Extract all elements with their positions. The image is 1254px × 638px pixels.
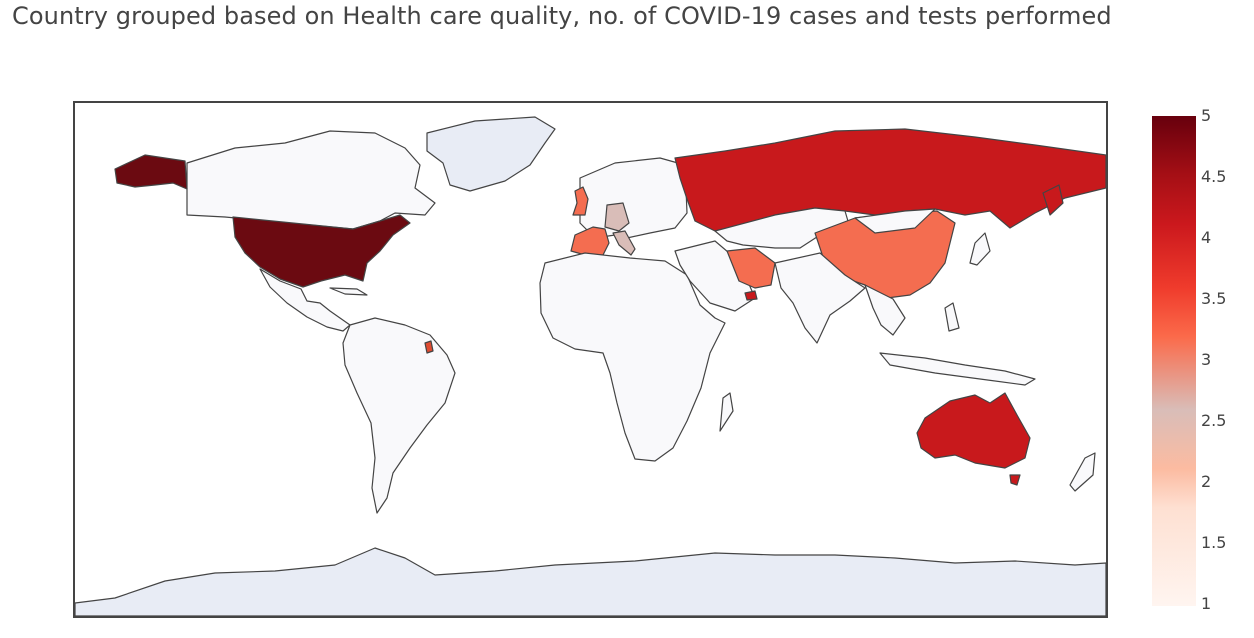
madagascar[interactable] [719, 392, 734, 432]
greenland[interactable] [426, 116, 556, 192]
southeast-asia[interactable] [864, 284, 906, 336]
africa[interactable] [539, 252, 726, 462]
antarctica[interactable] [75, 547, 1106, 616]
colorbar-tick-label: 4 [1201, 228, 1212, 247]
japan[interactable] [969, 232, 991, 266]
france[interactable] [570, 226, 610, 256]
colorbar-tick-label: 1 [1201, 594, 1212, 613]
south-america[interactable] [342, 317, 456, 514]
colorbar-tick-label: 2.5 [1201, 411, 1227, 430]
colorbar [1152, 116, 1196, 606]
world-map[interactable] [75, 103, 1106, 616]
cuba[interactable] [329, 287, 368, 296]
germany[interactable] [604, 202, 630, 232]
canada[interactable] [186, 130, 436, 230]
italy[interactable] [612, 230, 636, 256]
colorbar-tick-label: 1.5 [1201, 533, 1227, 552]
iran[interactable] [726, 247, 776, 289]
australia[interactable] [916, 392, 1031, 469]
kamchatka[interactable] [1042, 184, 1064, 216]
united-arab-emirates[interactable] [744, 290, 758, 301]
chart-title: Country grouped based on Health care qua… [12, 2, 1112, 30]
united-kingdom[interactable] [572, 186, 589, 216]
alaska[interactable] [114, 154, 188, 190]
philippines[interactable] [944, 302, 960, 332]
south-asia[interactable] [774, 252, 866, 344]
colorbar-tick-label: 3.5 [1201, 289, 1227, 308]
new-zealand[interactable] [1069, 452, 1096, 492]
colorbar-tick-label: 4.5 [1201, 167, 1227, 186]
french-guiana[interactable] [424, 340, 434, 354]
colorbar-tick-label: 3 [1201, 350, 1212, 369]
colorbar-tick-label: 5 [1201, 106, 1212, 125]
colorbar-tick-label: 2 [1201, 472, 1212, 491]
mongolia[interactable] [854, 208, 936, 234]
tasmania[interactable] [1009, 474, 1021, 486]
europe[interactable] [579, 157, 688, 239]
united-states[interactable] [232, 214, 411, 288]
map-frame[interactable] [73, 101, 1108, 618]
indonesia[interactable] [879, 352, 1036, 386]
